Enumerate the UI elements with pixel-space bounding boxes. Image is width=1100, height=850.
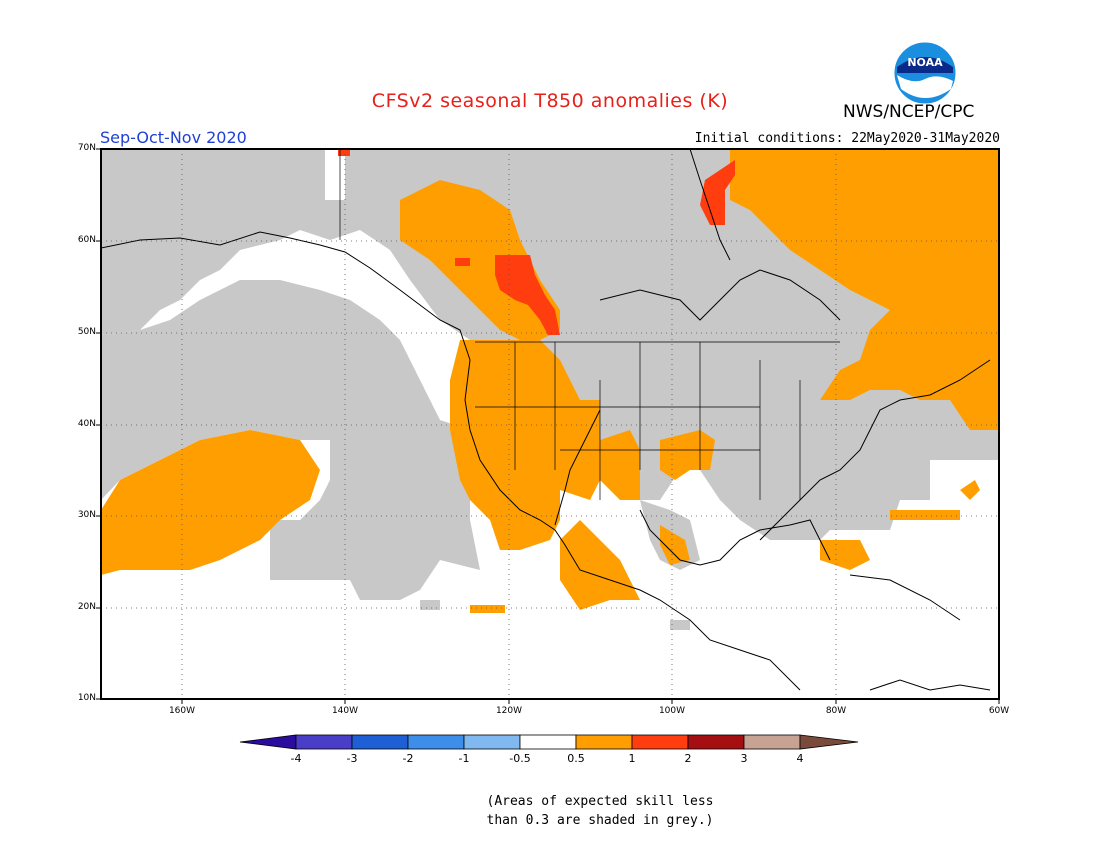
lat-label: 10N <box>77 693 96 703</box>
colorbar-label: -3 <box>346 752 358 765</box>
lon-label: 120W <box>495 706 523 716</box>
skill-note-line: (Areas of expected skill less <box>486 794 714 809</box>
colorbar-label: -0.5 <box>509 752 531 765</box>
lon-label: 100W <box>658 706 686 716</box>
colorbar-swatch <box>687 734 745 750</box>
colorbar-label: 2 <box>684 752 692 765</box>
colorbar-swatch <box>239 734 297 750</box>
coastlines <box>101 149 991 691</box>
colorbar-label: 1 <box>628 752 636 765</box>
lon-label: 80W <box>825 706 847 716</box>
season-label: Sep-Oct-Nov 2020 <box>100 128 247 147</box>
colorbar <box>239 734 859 750</box>
colorbar-swatch <box>575 734 633 750</box>
colorbar-swatch <box>295 734 353 750</box>
initial-conditions-label: Initial conditions: 22May2020-31May2020 <box>694 131 1000 146</box>
lat-label: 60N <box>77 235 96 245</box>
colorbar-swatch <box>407 734 465 750</box>
svg-text:NOAA: NOAA <box>907 56 943 69</box>
colorbar-label: -2 <box>402 752 414 765</box>
colorbar-label: 0.5 <box>567 752 585 765</box>
anomaly-field <box>101 149 999 699</box>
colorbar-swatch <box>799 734 859 750</box>
political-borders <box>339 149 840 500</box>
colorbar-swatch <box>519 734 577 750</box>
lon-label: 160W <box>168 706 196 716</box>
lat-label: 70N <box>77 143 96 153</box>
colorbar-label: 3 <box>740 752 748 765</box>
lat-label: 30N <box>77 510 96 520</box>
axis-ticks <box>96 148 1000 704</box>
colorbar-swatch <box>631 734 689 750</box>
warm-anomaly-regions <box>101 149 999 613</box>
map-frame <box>100 148 1000 700</box>
lat-label: 20N <box>77 602 96 612</box>
colorbar-label: -1 <box>458 752 470 765</box>
colorbar-swatch <box>743 734 801 750</box>
skill-note: (Areas of expected skill less than 0.3 a… <box>400 792 800 830</box>
colorbar-label: -4 <box>290 752 302 765</box>
lat-label: 50N <box>77 327 96 337</box>
agency-label: NWS/NCEP/CPC <box>843 102 975 122</box>
chart-title: CFSv2 seasonal T850 anomalies (K) <box>371 90 729 112</box>
lon-label: 140W <box>331 706 359 716</box>
colorbar-label: 4 <box>796 752 804 765</box>
lon-label: 60W <box>988 706 1010 716</box>
skill-note-line: than 0.3 are shaded in grey.) <box>486 813 714 828</box>
strong-warm-anomaly-regions <box>338 149 735 335</box>
colorbar-swatch <box>351 734 409 750</box>
graticule <box>101 149 999 699</box>
lat-label: 40N <box>77 419 96 429</box>
noaa-logo: NOAA <box>893 41 957 105</box>
colorbar-swatch <box>463 734 521 750</box>
